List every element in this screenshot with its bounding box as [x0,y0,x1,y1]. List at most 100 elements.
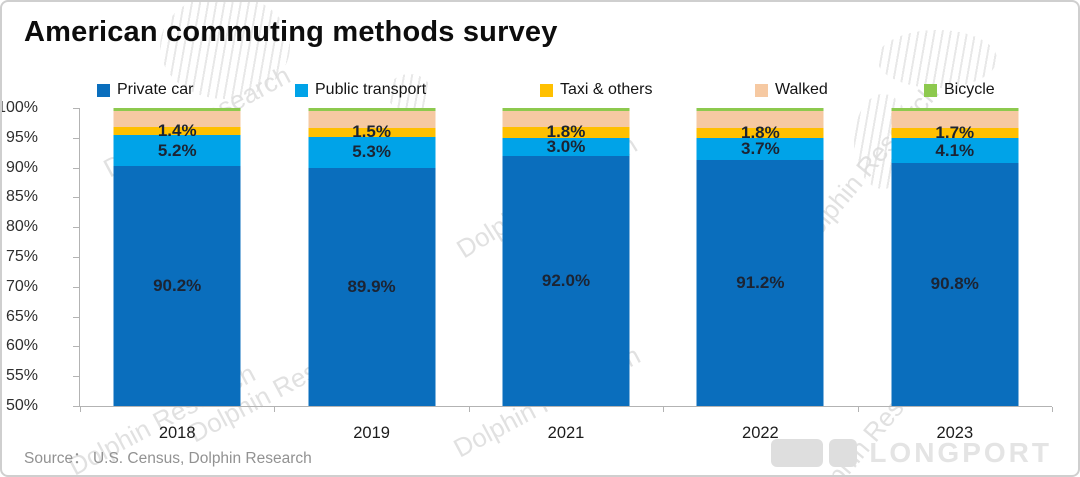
stacked-bar-2018: 1.4% 5.2% 90.2% [113,108,241,406]
y-tick-label: 95% [5,128,38,146]
legend-swatch-public-transport [295,83,308,97]
data-label-taxi-others: 1.5% [352,122,391,142]
segment-taxi-others [891,128,1019,139]
x-tick-mark [468,407,470,412]
source-note: Source： U.S. Census, Dolphin Research [24,446,312,468]
segment-private-car [891,162,1019,406]
plot-area: 1.4% 5.2% 90.2% 2018 1.5% 5.3% 89.9% 2019 1.8% 3.… [2,99,1053,442]
data-label-public-transport: 3.0% [546,136,586,156]
x-tick-mark [857,407,859,412]
segment-taxi-others [113,127,241,136]
data-label-taxi-others: 1.4% [157,121,197,141]
y-tick-mark [73,197,79,199]
segment-private-car [113,166,241,406]
stacked-bar-2019: 1.5% 5.3% 89.9% [308,108,436,406]
segment-walked [891,110,1019,129]
y-tick-mark [73,108,79,109]
segment-taxi-others [696,127,824,139]
data-label-public-transport: 3.7% [741,139,780,159]
y-tick-mark [73,227,79,229]
category-slot-2019: 1.5% 5.3% 89.9% [274,108,468,406]
y-tick-label: 55% [5,367,38,385]
category-slot-2022: 1.8% 3.7% 91.2% [663,108,857,406]
y-tick-mark [73,137,79,139]
x-axis-line [79,406,1052,407]
y-tick-label: 65% [5,307,38,325]
category-slot-2018: 1.4% 5.2% 90.2% [80,108,274,406]
legend-label: Taxi & others [560,81,653,98]
brand-name: LONGPORT [869,437,1052,468]
segment-bicycle [113,108,241,111]
x-tick-mark [274,407,276,412]
segment-taxi-others [502,127,630,138]
data-label-public-transport: 5.2% [157,140,197,160]
legend-label: Walked [775,81,828,98]
y-tick-label: 70% [5,277,38,295]
x-tick-mark [663,407,665,412]
y-tick-label: 50% [5,397,38,414]
segment-bicycle [891,108,1019,111]
y-tick-mark [73,376,79,378]
legend-label: Public transport [315,81,427,98]
segment-walked [113,110,241,128]
brand-watermark: LONGPORT [771,437,1052,469]
data-label-public-transport: 4.1% [935,140,975,160]
segment-walked [502,110,630,128]
x-category-label: 2022 [742,424,779,442]
data-label-private-car: 90.2% [153,276,202,296]
legend-swatch-bicycle [924,83,937,97]
legend-item-walked: Walked [755,81,828,99]
y-tick-mark [73,406,79,407]
hatch-pattern-decoration [877,30,997,88]
segment-public-transport [891,138,1019,163]
stacked-bar-2021: 1.8% 3.0% 92.0% [502,108,630,406]
y-axis-line [79,108,80,406]
segment-walked [696,110,824,128]
data-label-public-transport: 5.3% [352,142,391,162]
y-tick-label: 75% [5,248,38,265]
data-label-taxi-others: 1.8% [546,122,586,142]
segment-taxi-others [308,127,436,137]
segment-public-transport [113,135,241,167]
y-tick-label: 80% [5,218,38,236]
x-tick-mark [1052,407,1053,412]
y-tick-mark [73,346,79,348]
segment-private-car [696,160,824,406]
segment-walked [308,110,436,128]
x-category-label: 2019 [353,424,390,442]
y-tick-label: 60% [5,337,38,355]
legend-label: Bicycle [944,81,995,98]
data-label-private-car: 91.2% [736,273,785,293]
data-label-private-car: 92.0% [541,270,591,290]
legend-swatch-private-car [97,83,110,97]
stacked-bar-2022: 1.8% 3.7% 91.2% [696,108,824,406]
x-tick-mark [80,407,81,412]
category-slot-2021: 1.8% 3.0% 92.0% [469,108,663,406]
legend-swatch-taxi-others [540,83,553,97]
y-tick-label: 85% [5,188,38,206]
y-tick-label: 100% [0,99,38,116]
legend-item-bicycle: Bicycle [924,81,995,99]
data-label-private-car: 90.8% [930,274,979,294]
longport-logo-icon [771,439,858,467]
x-category-label: 2018 [158,424,196,442]
chart-title: American commuting methods survey [24,16,558,48]
x-category-label: 2023 [936,424,974,442]
segment-bicycle [696,108,824,111]
category-slot-2023: 1.7% 4.1% 90.8% [858,108,1052,406]
y-tick-mark [73,316,79,318]
y-tick-mark [73,167,79,169]
segment-public-transport [502,137,630,156]
segment-bicycle [502,108,630,111]
source-text: U.S. Census, Dolphin Research [92,450,312,467]
data-label-private-car: 89.9% [347,277,396,297]
segment-public-transport [308,136,436,169]
legend-label: Private car [117,81,194,98]
segment-private-car [502,155,630,406]
y-tick-mark [73,257,79,258]
legend-item-private-car: Private car [97,81,193,99]
y-tick-label: 90% [5,158,38,176]
legend-item-taxi-others: Taxi & others [540,81,652,99]
legend-swatch-walked [755,83,768,97]
